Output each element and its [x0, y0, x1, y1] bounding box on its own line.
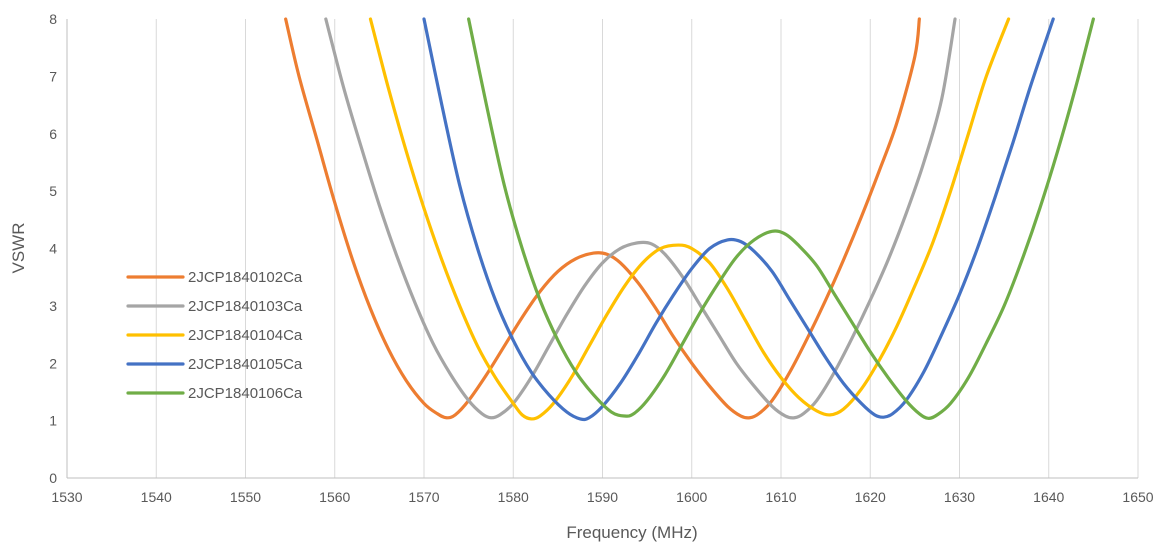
legend-label: 2JCP1840103Ca [188, 298, 303, 315]
x-tick-label: 1630 [944, 489, 975, 505]
x-tick-label: 1650 [1122, 489, 1153, 505]
y-tick-label: 1 [49, 413, 57, 429]
legend: 2JCP1840102Ca 2JCP1840103Ca 2JCP1840104Ca 2… [126, 269, 303, 402]
y-tick-label: 3 [49, 298, 57, 314]
y-tick-label: 0 [49, 470, 57, 486]
y-tick-label: 8 [49, 11, 57, 27]
x-tick-label: 1600 [676, 489, 707, 505]
series-line-2 [324, 17, 957, 420]
x-tick-label: 1610 [765, 489, 796, 505]
x-tick-label: 1540 [141, 489, 172, 505]
x-tick-label: 1640 [1033, 489, 1064, 505]
legend-label: 2JCP1840106Ca [188, 385, 303, 402]
y-tick-label: 7 [49, 68, 57, 84]
legend-label: 2JCP1840105Ca [188, 356, 303, 373]
x-tick-label: 1620 [855, 489, 886, 505]
y-tick-label: 2 [49, 355, 57, 371]
series-lines [284, 17, 1095, 422]
series-line-5 [467, 17, 1095, 420]
series-line-4 [422, 17, 1055, 422]
y-tick-label: 6 [49, 126, 57, 142]
grid-lines [155, 19, 1139, 478]
y-tick-label: 4 [49, 241, 57, 257]
x-axis-title: Frequency (MHz) [566, 523, 697, 542]
series-line-1 [284, 17, 921, 420]
y-tick-label: 5 [49, 183, 57, 199]
series-line-3 [368, 17, 1011, 421]
axes: 1530 1540 1550 1560 1570 1580 1590 1600 1610 1620… [49, 11, 1154, 505]
x-tick-label: 1560 [319, 489, 350, 505]
legend-label: 2JCP1840104Ca [188, 327, 303, 344]
x-tick-label: 1570 [408, 489, 439, 505]
y-axis-title: VSWR [9, 223, 28, 274]
x-tick-label: 1530 [51, 489, 82, 505]
x-tick-label: 1550 [230, 489, 261, 505]
x-tick-label: 1580 [498, 489, 529, 505]
x-tick-label: 1590 [587, 489, 618, 505]
legend-label: 2JCP1840102Ca [188, 269, 303, 286]
